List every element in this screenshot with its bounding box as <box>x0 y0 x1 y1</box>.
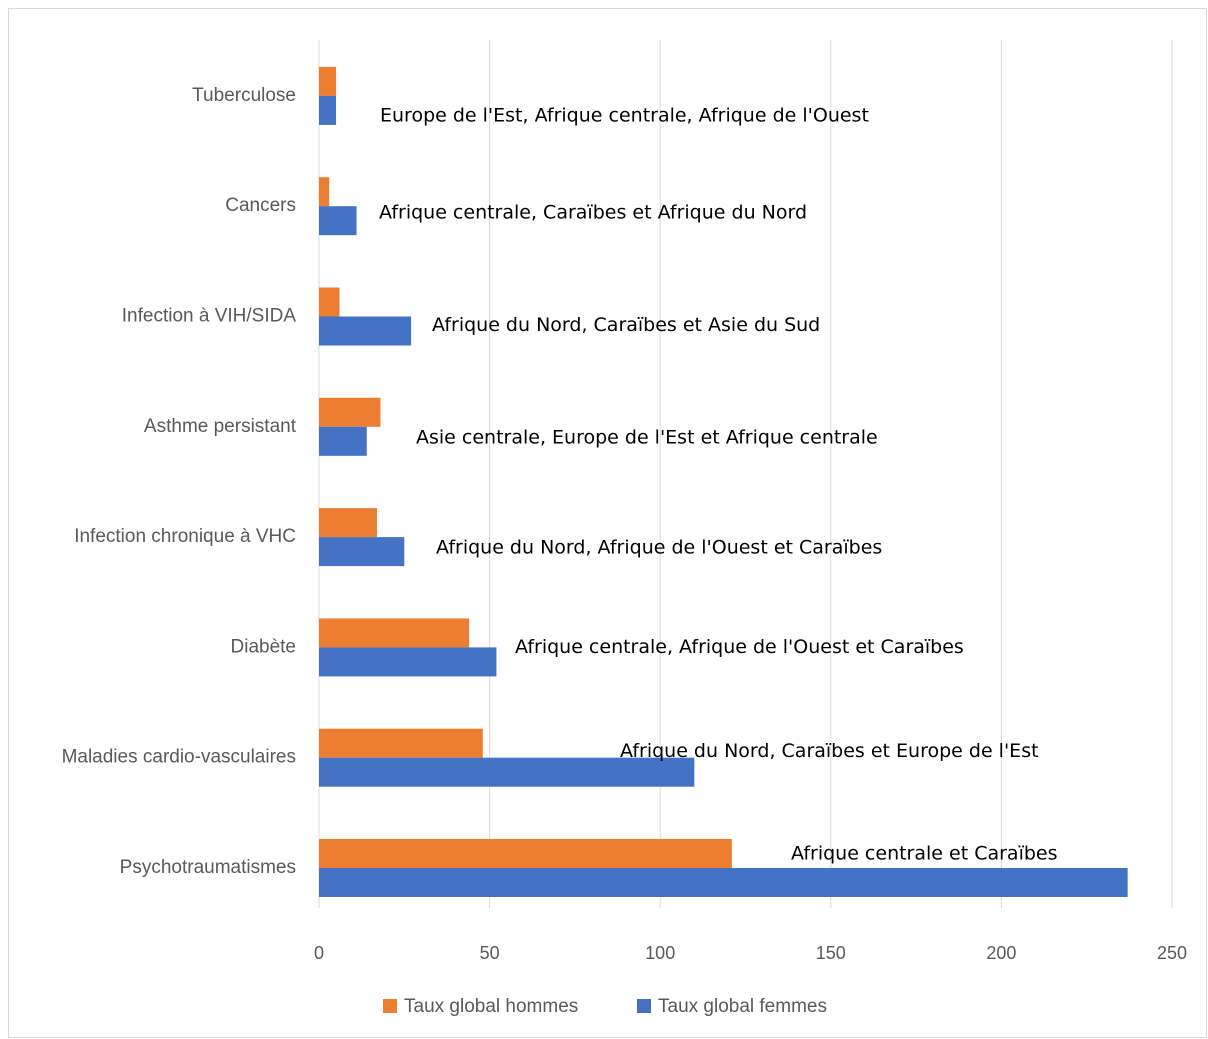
bar-femmes <box>319 95 337 125</box>
category-label: Cancers <box>225 195 296 216</box>
legend-femmes-swatch <box>637 999 651 1013</box>
bar-femmes <box>319 206 357 236</box>
bar-hommes <box>319 728 483 758</box>
bar-femmes <box>319 537 405 567</box>
bar-hommes <box>319 287 340 317</box>
region-annotation: Afrique centrale, Caraïbes et Afrique du… <box>379 202 807 224</box>
region-annotation: Afrique centrale, Afrique de l'Ouest et … <box>515 636 964 658</box>
bar-hommes <box>319 66 337 96</box>
bar-hommes <box>319 177 330 207</box>
category-label: Diabète <box>231 636 297 657</box>
category-label: Infection chronique à VHC <box>74 526 296 547</box>
x-tick-label: 200 <box>986 943 1016 963</box>
x-tick-label: 150 <box>816 943 846 963</box>
category-label: Infection à VIH/SIDA <box>122 306 297 327</box>
legend-femmes-label: Taux global femmes <box>658 996 827 1017</box>
region-annotation: Afrique du Nord, Caraïbes et Europe de l… <box>620 740 1039 762</box>
bar-femmes <box>319 868 1128 897</box>
chart-frame <box>8 8 1207 1038</box>
x-tick-label: 100 <box>645 943 675 963</box>
category-label: Psychotraumatismes <box>120 857 296 878</box>
bar-femmes <box>319 647 497 677</box>
bar-femmes <box>319 316 412 346</box>
region-annotation: Asie centrale, Europe de l'Est et Afriqu… <box>416 426 878 448</box>
x-tick-label: 250 <box>1157 943 1187 963</box>
bar-hommes <box>319 508 378 538</box>
bar-femmes <box>319 757 695 787</box>
x-tick-label: 50 <box>480 943 500 963</box>
bar-femmes <box>319 426 367 456</box>
category-label: Tuberculose <box>192 85 296 106</box>
region-annotation: Afrique du Nord, Afrique de l'Ouest et C… <box>436 537 882 559</box>
legend-hommes-label: Taux global hommes <box>404 996 578 1017</box>
bar-hommes <box>319 397 381 427</box>
bar-hommes <box>319 618 470 648</box>
category-label: Maladies cardio-vasculaires <box>62 747 296 768</box>
bar-hommes <box>319 839 732 868</box>
region-annotation: Afrique centrale et Caraïbes <box>791 843 1058 865</box>
legend-hommes-swatch <box>383 999 397 1013</box>
category-label: Asthme persistant <box>144 416 297 437</box>
region-annotation: Europe de l'Est, Afrique centrale, Afriq… <box>380 104 869 126</box>
x-tick-label: 0 <box>314 943 324 963</box>
region-annotation: Afrique du Nord, Caraïbes et Asie du Sud <box>432 314 820 336</box>
